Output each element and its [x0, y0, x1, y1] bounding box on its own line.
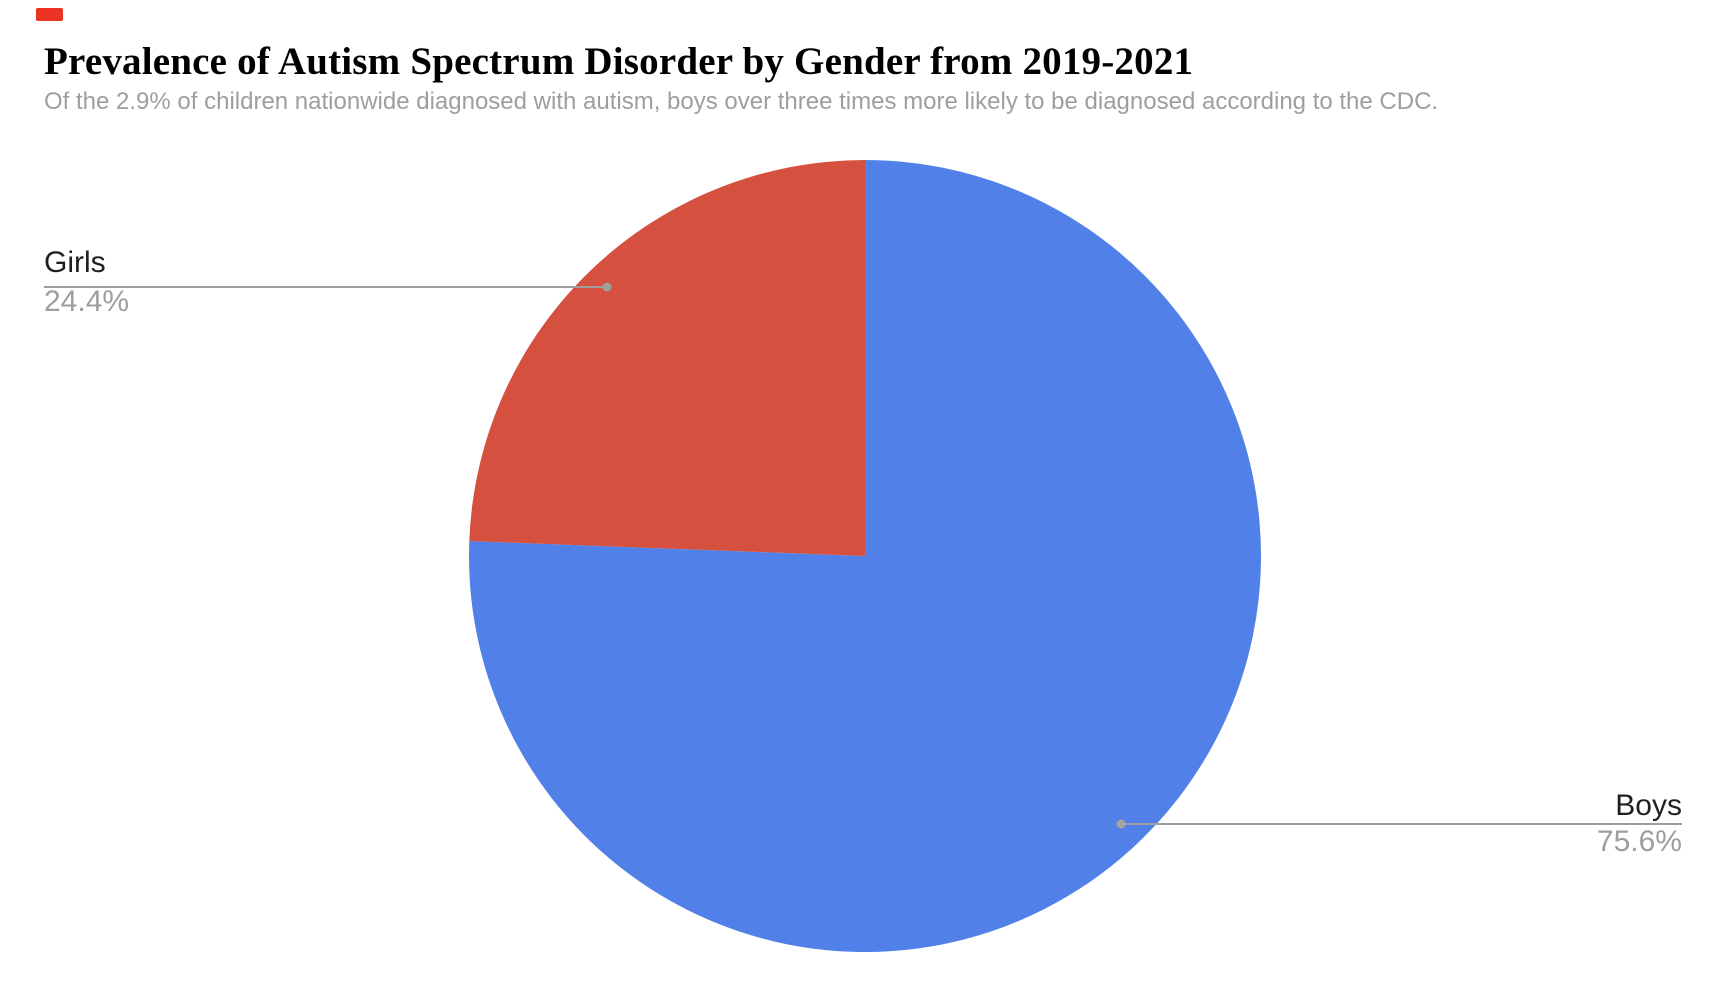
slice-value-girls: 24.4%	[44, 285, 130, 318]
chart-title: Prevalence of Autism Spectrum Disorder b…	[44, 40, 1194, 83]
leader-dot-girls	[602, 282, 612, 292]
chart-subtitle: Of the 2.9% of children nationwide diagn…	[44, 88, 1439, 115]
pie-slice-girls[interactable]	[469, 160, 865, 556]
screen-recording-indicator	[36, 8, 63, 21]
slice-label-boys: Boys	[1615, 789, 1682, 822]
slice-label-girls: Girls	[44, 246, 106, 279]
pie-slices	[468, 160, 1261, 952]
pie-slice-boys[interactable]	[468, 160, 1261, 952]
slice-value-boys: 75.6%	[1596, 825, 1682, 858]
leader-dot-boys	[1116, 819, 1126, 829]
